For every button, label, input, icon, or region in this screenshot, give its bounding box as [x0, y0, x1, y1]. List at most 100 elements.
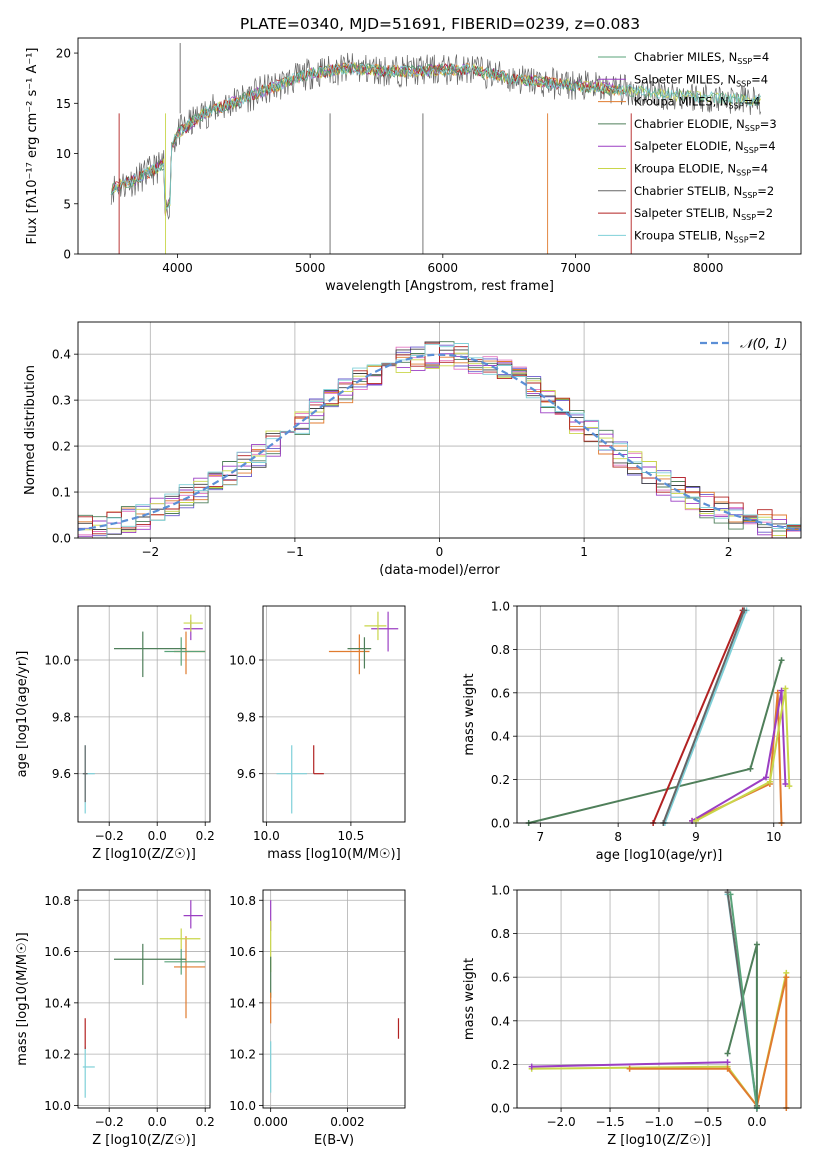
x-tick-label: 0.000 — [253, 1115, 287, 1129]
weight-line — [691, 690, 787, 822]
figure-title: PLATE=0340, MJD=51691, FIBERID=0239, z=0… — [240, 15, 640, 33]
metallicity-vs-mass-weight-panel: −2.0 −1.5 −1.0 −0.5 0.0 0.0 0.2 0.4 0.6 0.8 1.0 Z [… — [462, 884, 802, 1148]
weight-line — [726, 944, 758, 1108]
y-tick-label: 20 — [56, 47, 71, 61]
legend-entry: Salpeter MILES, NSSP=4 — [634, 72, 768, 88]
y-tick-label: 0.8 — [491, 643, 510, 657]
axes-frame — [516, 889, 802, 1109]
y-axis-label: mass [log10(M/M☉)] — [15, 932, 30, 1065]
weight-line — [528, 660, 783, 824]
x-axis-label: Z [log10(Z/Z☉)] — [92, 847, 196, 862]
y-tick-label: 0.4 — [491, 730, 510, 744]
y-axis-label: mass weight — [462, 958, 477, 1040]
y-tick-label: 9.6 — [52, 767, 71, 781]
y-tick-label: 0 — [63, 248, 71, 262]
y-tick-label: 1.0 — [491, 884, 510, 898]
spectrum-panel: 4000 5000 6000 7000 8000 0 5 10 15 20 wavelength [… — [25, 37, 802, 294]
y-axis-label: age [log10(age/yr)] — [15, 651, 30, 778]
x-axis-label: mass [log10(M/M☉)] — [267, 847, 400, 862]
weight-marker — [778, 687, 785, 694]
x-tick-label: 8000 — [693, 261, 724, 275]
residual-histogram-panel: −2 −1 0 1 2 0.0 0.1 0.2 0.3 0.4 (data-model)/error… — [23, 321, 802, 578]
weight-marker — [741, 607, 748, 614]
y-tick-label: 10.0 — [44, 654, 71, 668]
weight-line — [663, 609, 748, 824]
legend-entry: Kroupa MILES, NSSP=4 — [634, 95, 760, 111]
weight-marker — [762, 774, 769, 781]
weight-marker — [782, 685, 789, 692]
x-tick-label: −0.2 — [95, 1115, 124, 1129]
axes-frame — [77, 889, 211, 1109]
y-tick-label: 10.0 — [229, 1099, 256, 1113]
axes-frame — [516, 605, 802, 824]
y-tick-label: 10.2 — [44, 1048, 71, 1062]
legend-entry: Salpeter STELIB, NSSP=2 — [634, 206, 773, 222]
y-tick-label: 0.0 — [491, 1102, 510, 1116]
y-tick-label: 10.0 — [44, 1099, 71, 1113]
legend-entry: Chabrier MILES, NSSP=4 — [634, 50, 769, 66]
metallicity-vs-age-panel: −0.2 0.0 0.2 9.6 9.8 10.0 Z [log10(Z/Z☉)] age [… — [15, 605, 215, 862]
x-tick-label: 6000 — [428, 261, 459, 275]
weight-marker — [782, 780, 789, 787]
axes-frame — [77, 605, 211, 823]
weight-marker — [783, 974, 790, 981]
y-tick-label: 1.0 — [491, 600, 510, 614]
y-axis-label: Flux [fλ10⁻¹⁷ erg cm⁻² s⁻¹ A⁻¹] — [25, 48, 40, 245]
spectrum-line — [110, 62, 629, 216]
legend-entry: Kroupa ELODIE, NSSP=4 — [634, 162, 768, 178]
spectrum-line — [111, 61, 621, 208]
x-tick-label: 0.002 — [330, 1115, 364, 1129]
x-tick-label: −0.5 — [693, 1115, 722, 1129]
x-axis-label: age [log10(age/yr)] — [596, 848, 723, 863]
axes-frame — [77, 37, 802, 255]
x-tick-label: 8 — [614, 830, 622, 844]
x-tick-label: 0 — [436, 545, 444, 559]
x-tick-label: −2.0 — [546, 1115, 575, 1129]
y-tick-label: 10.8 — [229, 894, 256, 908]
weight-marker — [766, 778, 773, 785]
x-tick-label: 10 — [766, 830, 781, 844]
x-tick-label: 7000 — [560, 261, 591, 275]
weight-marker — [778, 657, 785, 664]
weight-line — [662, 609, 746, 824]
weight-marker — [528, 1063, 535, 1070]
x-tick-label: −0.2 — [95, 829, 124, 843]
weight-marker — [753, 941, 760, 948]
y-axis-label: Normed distribution — [23, 365, 38, 495]
x-tick-label: −1.5 — [595, 1115, 624, 1129]
extinction-vs-mass-panel: 0.000 0.002 10.0 10.2 10.4 10.6 10.8 E(B-V) — [229, 889, 406, 1148]
x-tick-label: −1 — [286, 545, 304, 559]
x-tick-label: 7 — [537, 830, 545, 844]
weight-marker — [724, 1059, 731, 1066]
y-tick-label: 15 — [56, 97, 71, 111]
y-axis-label: mass weight — [462, 673, 477, 755]
y-tick-label: 0.3 — [52, 394, 71, 408]
axes-frame — [262, 889, 406, 1109]
x-axis-label: Z [log10(Z/Z☉)] — [607, 1133, 711, 1148]
spectrum-line — [110, 63, 761, 213]
residual-histogram — [78, 343, 801, 538]
metallicity-vs-mass-panel: −0.2 0.0 0.2 10.0 10.2 10.4 10.6 10.8 Z [log10(Z… — [15, 889, 215, 1148]
y-tick-label: 9.6 — [237, 767, 256, 781]
x-tick-label: 1 — [580, 545, 588, 559]
weight-marker — [724, 1050, 731, 1057]
x-tick-label: 0.0 — [747, 1115, 766, 1129]
y-tick-label: 0.2 — [52, 440, 71, 454]
x-axis-label: wavelength [Angstrom, rest frame] — [325, 279, 554, 294]
y-tick-label: 10.0 — [229, 654, 256, 668]
x-tick-label: −1.0 — [644, 1115, 673, 1129]
x-tick-label: 10.0 — [253, 829, 280, 843]
mass-vs-age-panel: 10.0 10.5 9.6 9.8 10.0 mass [log10(M/M☉)] — [229, 605, 406, 862]
weight-line — [652, 609, 744, 824]
y-tick-label: 10.2 — [229, 1048, 256, 1062]
weight-line — [531, 1061, 728, 1068]
y-tick-label: 0.4 — [52, 348, 71, 362]
weight-line — [695, 688, 791, 822]
legend-entry: Kroupa STELIB, NSSP=2 — [634, 228, 765, 244]
x-tick-label: 4000 — [162, 261, 193, 275]
y-tick-label: 0.1 — [52, 486, 71, 500]
residual-histogram — [78, 342, 801, 538]
legend-entry: Salpeter ELODIE, NSSP=4 — [634, 139, 776, 155]
x-axis-label: (data-model)/error — [379, 563, 500, 578]
